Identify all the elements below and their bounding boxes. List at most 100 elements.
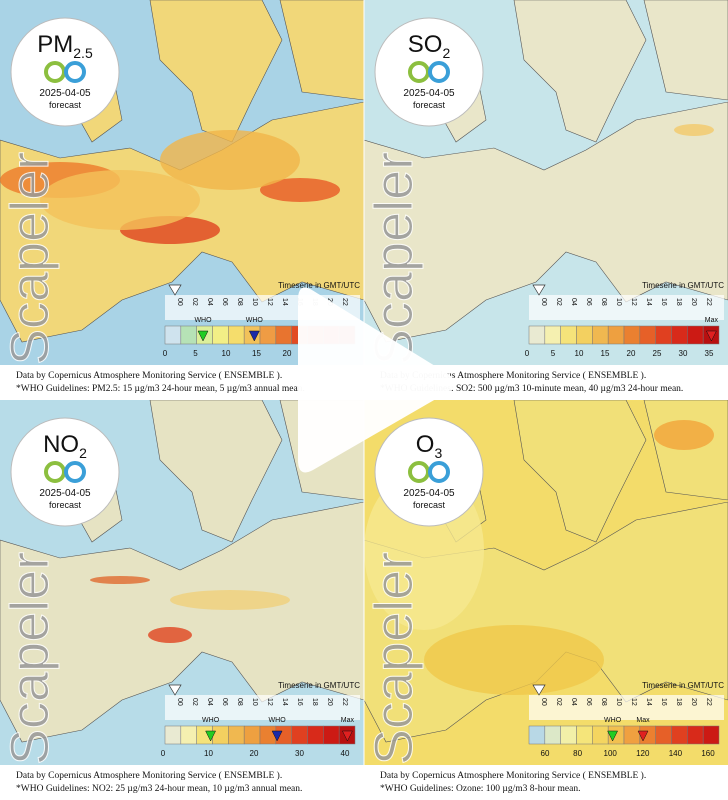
logo-ring	[64, 61, 86, 83]
footer	[364, 765, 728, 800]
hour-label: 02	[555, 698, 562, 706]
hour-label: 14	[281, 698, 288, 706]
scale-label: 60	[541, 749, 550, 758]
timeserie-label: Timeserie in GMT/UTC	[642, 281, 724, 290]
pollutant-subscript: 2.5	[73, 45, 93, 61]
pollution-area	[260, 178, 340, 202]
logo-ring	[428, 461, 450, 483]
pollutant: NO	[43, 431, 79, 458]
marker-label: WHO	[202, 717, 220, 724]
scale-label: 20	[250, 749, 259, 758]
status: forecast	[413, 100, 446, 110]
hour-label: 22	[341, 298, 348, 306]
footer	[0, 765, 364, 800]
colorbar-cell	[307, 725, 324, 745]
scale-label: 10	[575, 349, 584, 358]
hour-label: 12	[266, 698, 273, 706]
scale-label: 80	[573, 749, 582, 758]
logo-ring	[428, 61, 450, 83]
colorbar-cell	[528, 725, 546, 745]
pollutant-subscript: 2	[79, 445, 87, 461]
pollution-area	[674, 124, 714, 136]
hour-label: 02	[555, 298, 562, 306]
hour-label: 00	[176, 298, 183, 306]
source-note: Data by Copernicus Atmosphere Monitoring…	[380, 370, 646, 381]
hour-label: 06	[221, 298, 228, 306]
land	[364, 101, 728, 343]
marker	[637, 730, 649, 742]
marker-label: WHO	[246, 317, 264, 324]
colorbar-cell	[275, 325, 292, 345]
hour-label: 22	[705, 298, 712, 306]
marker-label: WHO	[604, 717, 622, 724]
scale-label: 15	[601, 349, 610, 358]
pollutant-name: PM2.5	[37, 31, 93, 61]
scale-label: 40	[341, 749, 350, 758]
pollutant-subscript: 2	[442, 45, 450, 61]
status: forecast	[413, 500, 446, 510]
colorbar-cell	[592, 325, 609, 345]
hour-label: 04	[570, 698, 577, 706]
colorbar-cell	[655, 725, 672, 745]
scale-label: 25	[653, 349, 662, 358]
colorbar-cell	[655, 325, 672, 345]
pollutant: O	[416, 431, 435, 458]
pollution-area	[160, 130, 300, 190]
marker-label: Max	[705, 317, 719, 324]
source-note: Data by Copernicus Atmosphere Monitoring…	[380, 770, 646, 781]
hour-label: 00	[540, 698, 547, 706]
scale-label: 140	[669, 749, 683, 758]
hour-label: 20	[326, 698, 333, 706]
scale-label: 100	[604, 749, 618, 758]
pollution-area	[40, 170, 200, 230]
land	[149, 400, 283, 543]
colorbar-cell	[623, 325, 641, 345]
colorbar-cell	[544, 725, 561, 745]
colorbar-cell	[592, 725, 609, 745]
scale-label: 120	[636, 749, 650, 758]
colorbar-cell	[687, 325, 704, 345]
brand-watermark: Scapeler	[0, 152, 60, 365]
source-note: Data by Copernicus Atmosphere Monitoring…	[16, 370, 282, 381]
scale-label: 20	[627, 349, 636, 358]
hour-label: 12	[630, 698, 637, 706]
pollution-area	[148, 627, 192, 643]
hour-label: 14	[281, 298, 288, 306]
pollutant-name: O3	[416, 431, 443, 461]
marker-label: Max	[341, 717, 355, 724]
hour-label: 10	[251, 298, 258, 306]
colorbar-cell	[702, 725, 720, 745]
land	[0, 501, 364, 743]
map	[0, 0, 364, 365]
pollution-area	[654, 420, 714, 450]
marker-label: Max	[636, 717, 650, 724]
colorbar-cell	[259, 325, 277, 345]
timeline-bg	[165, 695, 360, 720]
hour-label: 04	[206, 698, 213, 706]
hour-label: 04	[206, 298, 213, 306]
hour-label: 08	[600, 698, 607, 706]
colorbar-cell	[164, 325, 182, 345]
hour-label: 04	[570, 298, 577, 306]
time-cursor	[532, 284, 546, 296]
hour-label: 08	[236, 698, 243, 706]
pollution-area	[170, 590, 290, 610]
status: forecast	[49, 500, 82, 510]
status: forecast	[49, 100, 82, 110]
date: 2025-04-05	[39, 88, 91, 99]
marker	[205, 730, 217, 742]
colorbar-cell	[259, 725, 277, 745]
colorbar-cell	[228, 325, 245, 345]
scale-label: 10	[222, 349, 231, 358]
hour-label: 10	[251, 698, 258, 706]
play-button[interactable]	[298, 287, 455, 473]
date: 2025-04-05	[39, 488, 91, 499]
brand-watermark: Scapeler	[364, 552, 424, 765]
time-cursor	[532, 684, 546, 696]
time-cursor	[168, 284, 182, 296]
hour-label: 16	[660, 298, 667, 306]
colorbar-cell	[576, 725, 593, 745]
marker	[341, 730, 353, 742]
